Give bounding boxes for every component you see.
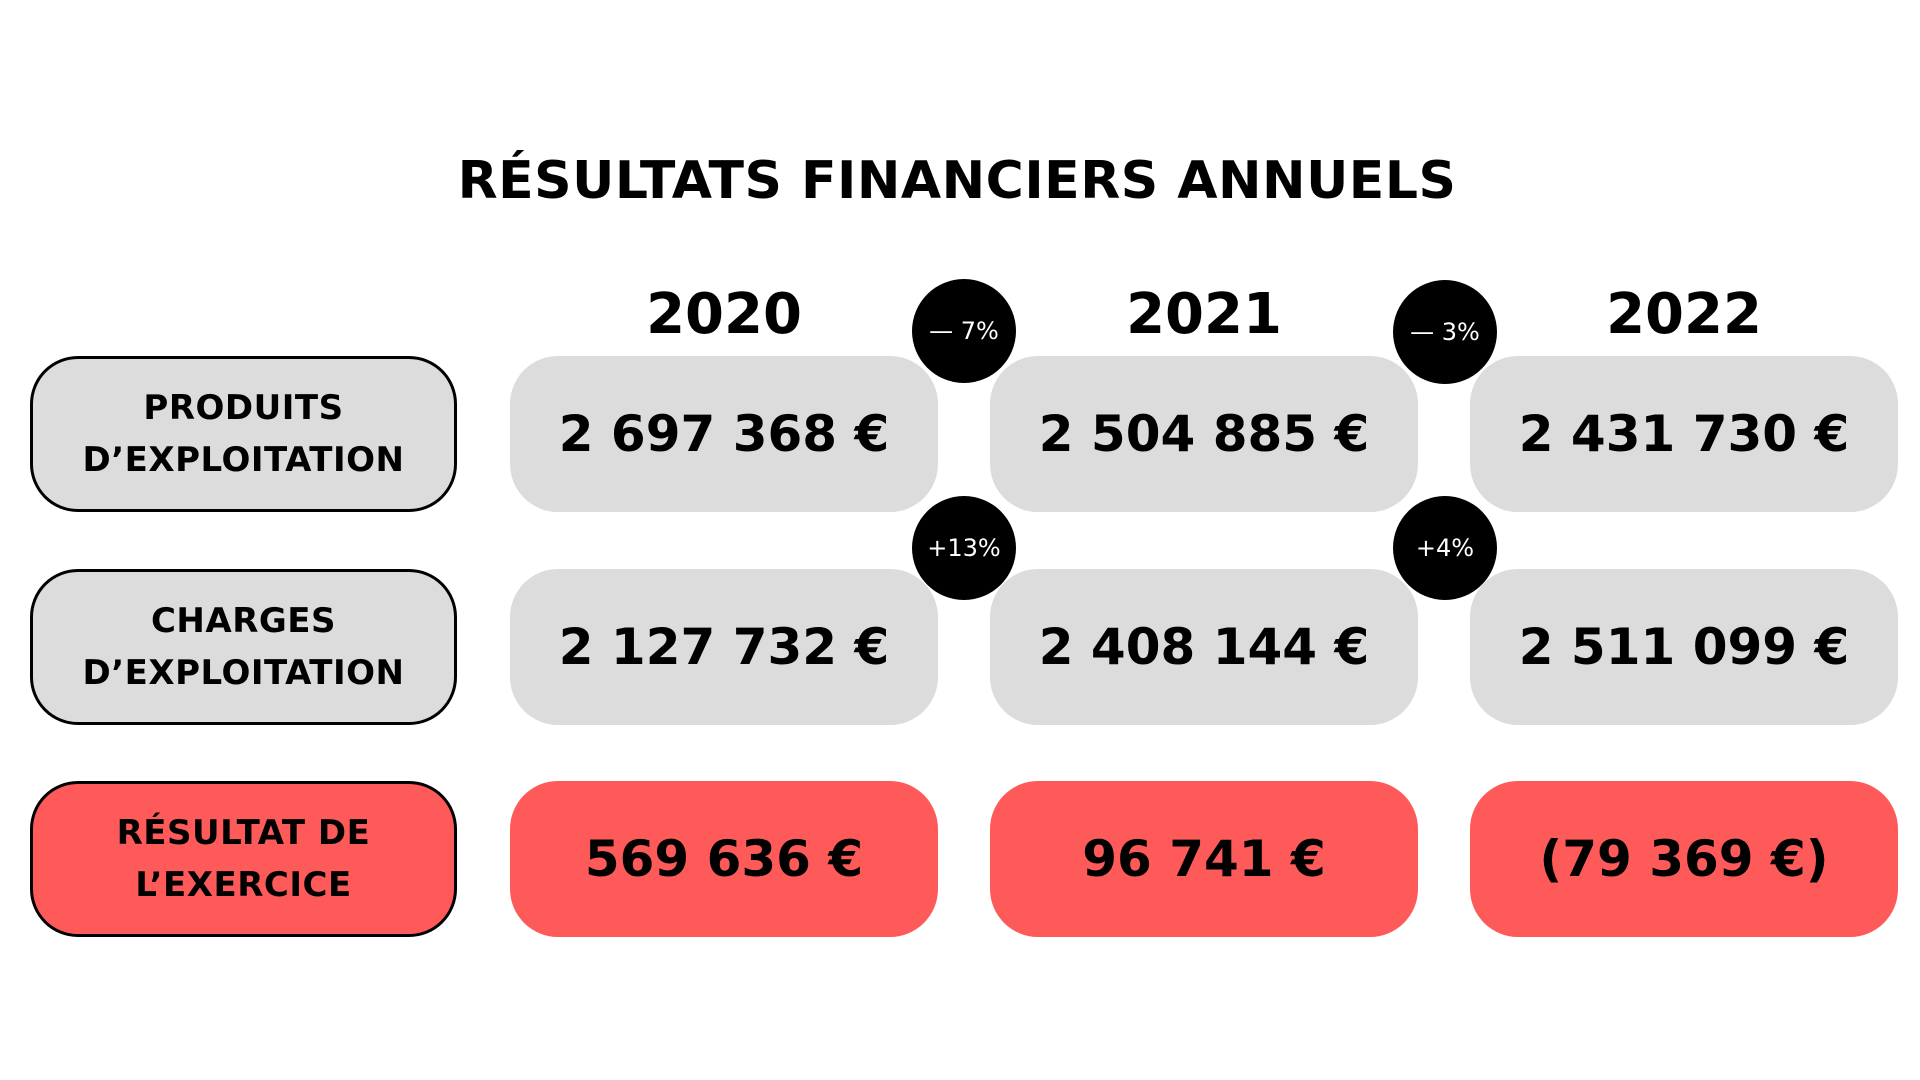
value-charges-2022: 2 511 099 € [1470, 569, 1898, 725]
change-badge-charges-2020-2021: +13% [912, 496, 1016, 600]
value-resultat-2022: (79 369 €) [1470, 781, 1898, 937]
value-resultat-2020: 569 636 € [510, 781, 938, 937]
value-produits-2020: 2 697 368 € [510, 356, 938, 512]
year-header-2021: 2021 [1126, 282, 1282, 347]
value-produits-2022: 2 431 730 € [1470, 356, 1898, 512]
page-title: RÉSULTATS FINANCIERS ANNUELS [457, 151, 1457, 211]
value-charges-2020: 2 127 732 € [510, 569, 938, 725]
row-label-produits: PRODUITS D’EXPLOITATION [30, 356, 457, 512]
change-badge-charges-2021-2022: +4% [1393, 496, 1497, 600]
value-resultat-2021: 96 741 € [990, 781, 1418, 937]
row-label-resultat: RÉSULTAT DE L’EXERCICE [30, 781, 457, 937]
row-label-charges: CHARGES D’EXPLOITATION [30, 569, 457, 725]
value-charges-2021: 2 408 144 € [990, 569, 1418, 725]
value-produits-2021: 2 504 885 € [990, 356, 1418, 512]
year-header-2022: 2022 [1606, 282, 1762, 347]
change-badge-produits-2020-2021: — 7% [912, 279, 1016, 383]
change-badge-produits-2021-2022: — 3% [1393, 280, 1497, 384]
year-header-2020: 2020 [646, 282, 802, 347]
